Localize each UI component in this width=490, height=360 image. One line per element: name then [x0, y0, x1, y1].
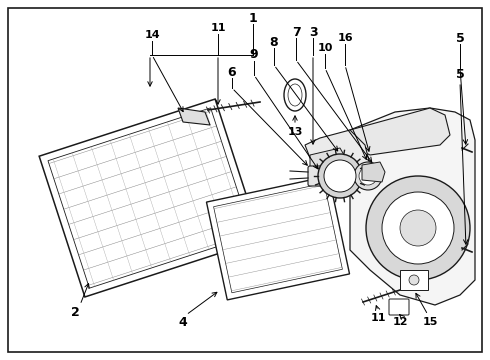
- Text: 3: 3: [309, 26, 318, 39]
- FancyBboxPatch shape: [308, 166, 367, 186]
- Text: 2: 2: [71, 306, 79, 319]
- Text: 16: 16: [337, 33, 353, 43]
- Bar: [400, 270, 428, 290]
- Polygon shape: [310, 148, 348, 175]
- Text: 4: 4: [179, 315, 187, 328]
- Circle shape: [366, 176, 470, 280]
- Polygon shape: [350, 108, 475, 305]
- Text: 7: 7: [292, 26, 300, 39]
- Text: 11: 11: [210, 23, 226, 33]
- Polygon shape: [305, 130, 370, 175]
- Text: 13: 13: [287, 127, 303, 137]
- Text: 1: 1: [248, 12, 257, 24]
- Polygon shape: [362, 162, 385, 182]
- Circle shape: [359, 167, 377, 185]
- Circle shape: [409, 275, 419, 285]
- Text: 6: 6: [228, 66, 236, 78]
- Circle shape: [400, 210, 436, 246]
- Polygon shape: [39, 99, 261, 297]
- Circle shape: [318, 154, 362, 198]
- Text: 14: 14: [144, 30, 160, 40]
- Text: 8: 8: [270, 36, 278, 49]
- Circle shape: [354, 162, 382, 190]
- Text: 12: 12: [392, 317, 408, 327]
- Polygon shape: [206, 176, 349, 300]
- Text: 11: 11: [370, 313, 386, 323]
- Polygon shape: [178, 108, 210, 125]
- Polygon shape: [350, 108, 450, 155]
- Text: 9: 9: [250, 49, 258, 62]
- Circle shape: [324, 160, 356, 192]
- Text: 5: 5: [456, 31, 465, 45]
- Text: 15: 15: [422, 317, 438, 327]
- Text: 10: 10: [318, 43, 333, 53]
- Circle shape: [382, 192, 454, 264]
- Text: 5: 5: [456, 68, 465, 81]
- Ellipse shape: [284, 79, 306, 111]
- FancyBboxPatch shape: [389, 299, 409, 315]
